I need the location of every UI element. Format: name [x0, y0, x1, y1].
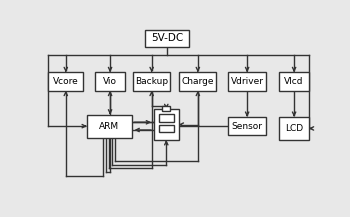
Bar — [280, 117, 309, 140]
Text: Vdriver: Vdriver — [231, 77, 264, 86]
Bar — [87, 115, 132, 138]
Bar — [179, 72, 216, 91]
Text: Vio: Vio — [103, 77, 117, 86]
Bar — [94, 72, 126, 91]
Bar — [145, 30, 189, 47]
Text: 5V-DC: 5V-DC — [151, 33, 183, 43]
Text: Vcore: Vcore — [53, 77, 79, 86]
Bar — [133, 72, 170, 91]
Text: Vlcd: Vlcd — [284, 77, 304, 86]
Text: Backup: Backup — [135, 77, 168, 86]
Bar — [159, 125, 174, 132]
Bar — [280, 72, 309, 91]
Bar — [228, 117, 266, 135]
Text: LCD: LCD — [285, 124, 303, 133]
Bar — [162, 106, 170, 111]
Text: Charge: Charge — [182, 77, 214, 86]
Bar — [154, 109, 178, 140]
Bar — [159, 114, 174, 122]
Text: Sensor: Sensor — [232, 122, 262, 131]
Bar — [48, 72, 83, 91]
Bar — [228, 72, 266, 91]
Text: ARM: ARM — [99, 122, 119, 131]
